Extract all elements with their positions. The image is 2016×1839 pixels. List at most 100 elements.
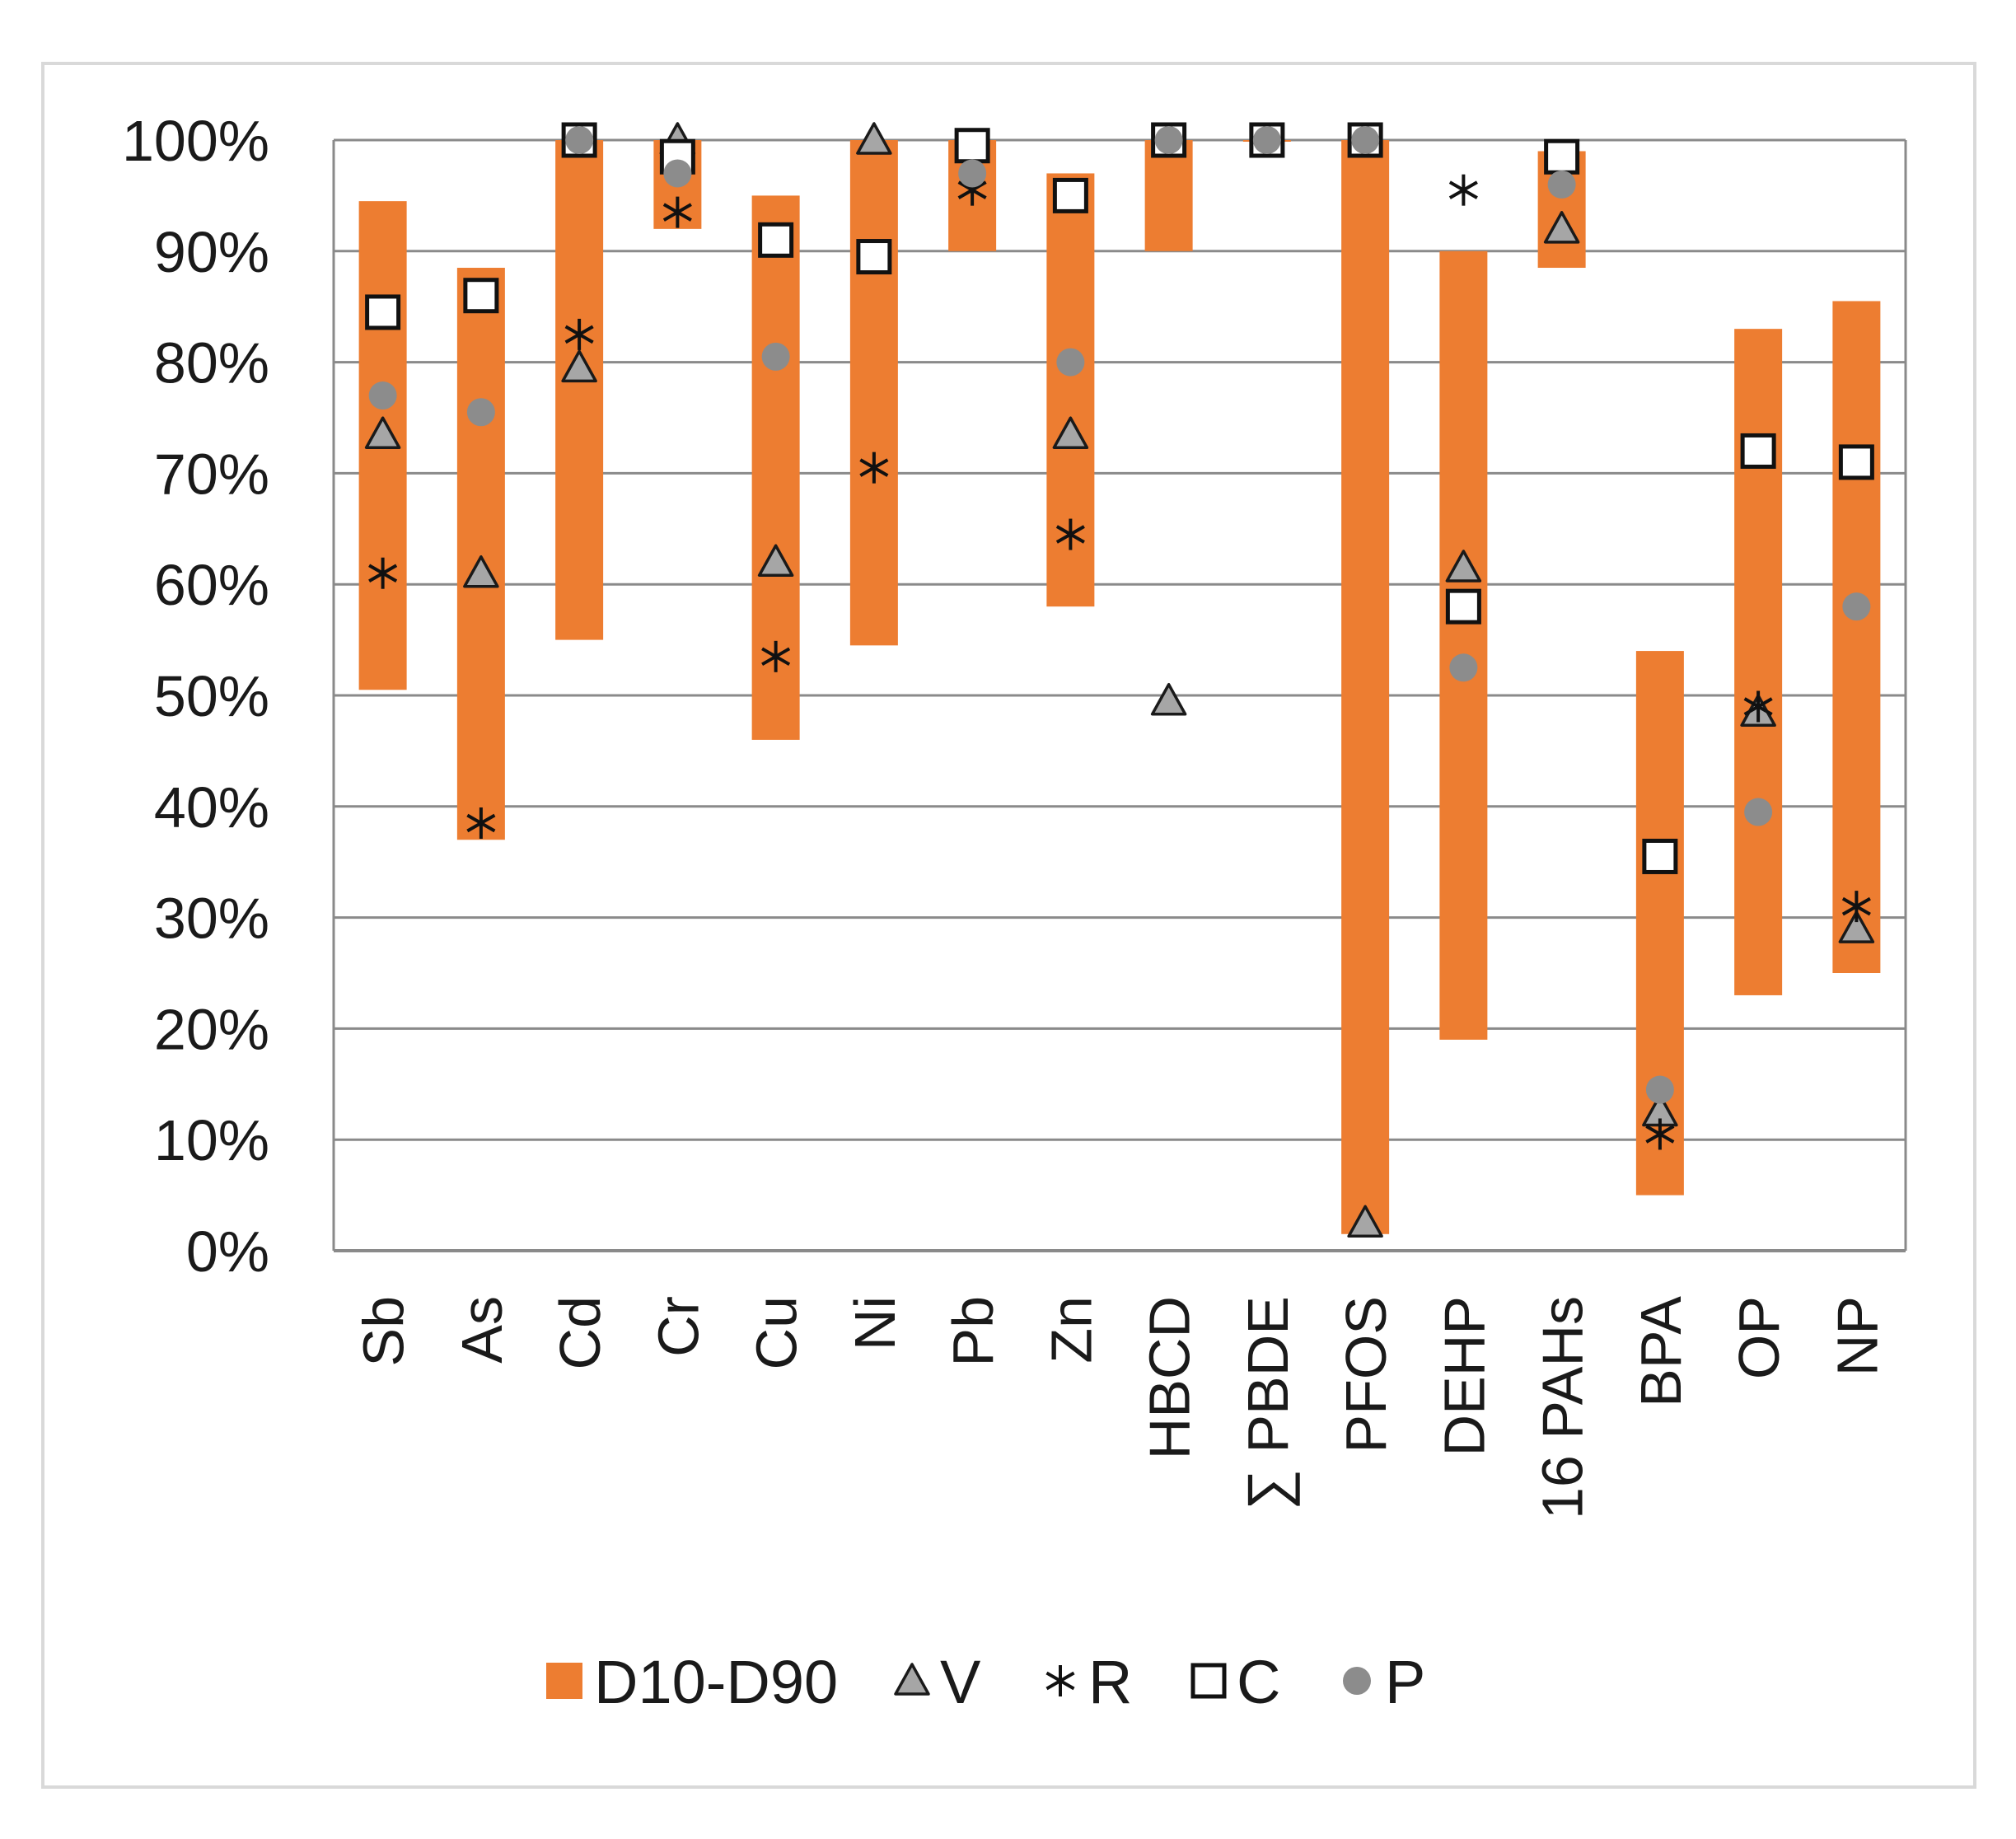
x-tick-label: HBCD <box>1138 1296 1202 1459</box>
marker-R-5 <box>859 452 889 484</box>
marker-P-8 <box>1154 126 1183 154</box>
marker-P-14 <box>1744 798 1773 826</box>
legend-label: P <box>1385 1648 1425 1716</box>
x-tick-label: Cd <box>548 1296 612 1369</box>
y-tick-label: 10% <box>154 1108 269 1172</box>
marker-C-11 <box>1445 588 1481 625</box>
marker-C-14 <box>1740 433 1776 469</box>
marker-C-13 <box>1642 838 1678 874</box>
legend-item-D10-D90: D10-D90 <box>546 1648 838 1716</box>
legend-swatch-range <box>546 1663 582 1699</box>
marker-V-1 <box>463 555 499 588</box>
marker-layer <box>364 122 1875 1238</box>
range-bar-1 <box>456 268 505 840</box>
legend: D10-D90 V R C P <box>546 1648 1425 1716</box>
marker-R-2 <box>564 318 594 350</box>
legend-swatch-V <box>894 1663 930 1696</box>
marker-V-8 <box>1150 682 1187 716</box>
legend-item-P: P <box>1343 1648 1425 1716</box>
marker-V-10 <box>1347 1205 1383 1238</box>
y-tick-label: 60% <box>154 553 269 617</box>
x-tick-labels: Sb As Cd Cr Cu Ni Pb Zn HBCD ∑ PBDE PFOS DEHP 16 PAH… <box>352 1296 1890 1519</box>
range-bar-5 <box>849 140 898 646</box>
marker-V-2 <box>561 349 597 383</box>
marker-P-2 <box>565 126 594 154</box>
x-tick-label: DEHP <box>1432 1296 1496 1456</box>
legend-label: V <box>940 1648 981 1716</box>
range-bar-14 <box>1734 329 1783 995</box>
legend-item-R: R <box>1045 1648 1132 1716</box>
marker-C-6 <box>954 128 990 164</box>
marker-V-5 <box>856 122 892 155</box>
marker-P-3 <box>663 159 692 188</box>
marker-C-4 <box>758 222 794 258</box>
marker-C-0 <box>365 294 401 330</box>
x-tick-label: Cu <box>745 1296 809 1369</box>
marker-P-11 <box>1449 653 1478 682</box>
y-tick-label: 30% <box>154 887 269 951</box>
x-tick-label: Sb <box>352 1296 416 1367</box>
legend-swatch-P <box>1343 1667 1371 1695</box>
marker-C-5 <box>856 239 892 275</box>
marker-P-9 <box>1252 126 1281 154</box>
x-tick-label: 16 PAHs <box>1531 1296 1595 1519</box>
legend-swatch-R <box>1045 1665 1075 1696</box>
x-tick-label: NP <box>1825 1296 1889 1376</box>
marker-C-15 <box>1838 444 1874 480</box>
x-tick-label: PFOS <box>1334 1296 1398 1453</box>
marker-P-1 <box>466 398 495 427</box>
legend-item-C: C <box>1190 1648 1280 1716</box>
marker-P-10 <box>1351 126 1380 154</box>
marker-R-3 <box>662 196 692 228</box>
y-tick-label: 100% <box>122 109 269 173</box>
x-tick-label: Ni <box>843 1296 907 1350</box>
x-tick-label: Cr <box>646 1296 710 1357</box>
range-bar-15 <box>1832 301 1881 974</box>
marker-R-7 <box>1055 518 1085 550</box>
marker-C-7 <box>1052 177 1088 213</box>
legend-label: D10-D90 <box>594 1648 838 1716</box>
marker-C-12 <box>1544 138 1580 175</box>
x-tick-label: ∑ PBDE <box>1236 1296 1300 1510</box>
range-bar-2 <box>555 140 604 640</box>
marker-P-12 <box>1547 170 1576 199</box>
legend-swatch-C <box>1190 1663 1227 1699</box>
marker-R-4 <box>761 640 791 672</box>
y-tick-label: 70% <box>154 442 269 506</box>
x-tick-label: Zn <box>1039 1296 1103 1364</box>
marker-V-0 <box>364 416 401 449</box>
y-tick-label: 90% <box>154 220 269 284</box>
x-tick-label: OP <box>1727 1296 1791 1379</box>
legend-item-V: V <box>894 1648 981 1716</box>
marker-V-15 <box>1838 910 1875 943</box>
x-tick-label: BPA <box>1629 1296 1693 1407</box>
x-tick-label: As <box>450 1296 514 1364</box>
legend-label: C <box>1237 1648 1280 1716</box>
marker-P-4 <box>761 342 790 371</box>
marker-R-11 <box>1448 174 1478 206</box>
y-tick-label: 20% <box>154 997 269 1061</box>
marker-P-15 <box>1842 592 1871 621</box>
y-tick-labels: 0% 10% 20% 30% 40% 50% 60% 70% 80% 90% 100% <box>122 109 269 1284</box>
y-tick-label: 40% <box>154 775 269 840</box>
marker-V-4 <box>757 544 794 577</box>
range-bar-10 <box>1341 140 1390 1234</box>
legend-label: R <box>1088 1648 1132 1716</box>
range-bar-8 <box>1144 140 1193 251</box>
marker-R-0 <box>368 557 398 589</box>
marker-R-14 <box>1743 690 1773 723</box>
marker-C-1 <box>463 278 499 314</box>
marker-P-13 <box>1645 1075 1674 1104</box>
marker-V-11 <box>1445 550 1482 583</box>
marker-R-15 <box>1841 891 1871 923</box>
y-tick-label: 50% <box>154 664 269 728</box>
y-tick-label: 0% <box>186 1219 269 1284</box>
marker-R-13 <box>1645 1118 1675 1150</box>
marker-V-7 <box>1052 416 1089 449</box>
marker-P-7 <box>1056 348 1085 377</box>
y-tick-label: 80% <box>154 331 269 395</box>
x-tick-label: Pb <box>941 1296 1005 1367</box>
range-bar-11 <box>1439 250 1488 1040</box>
